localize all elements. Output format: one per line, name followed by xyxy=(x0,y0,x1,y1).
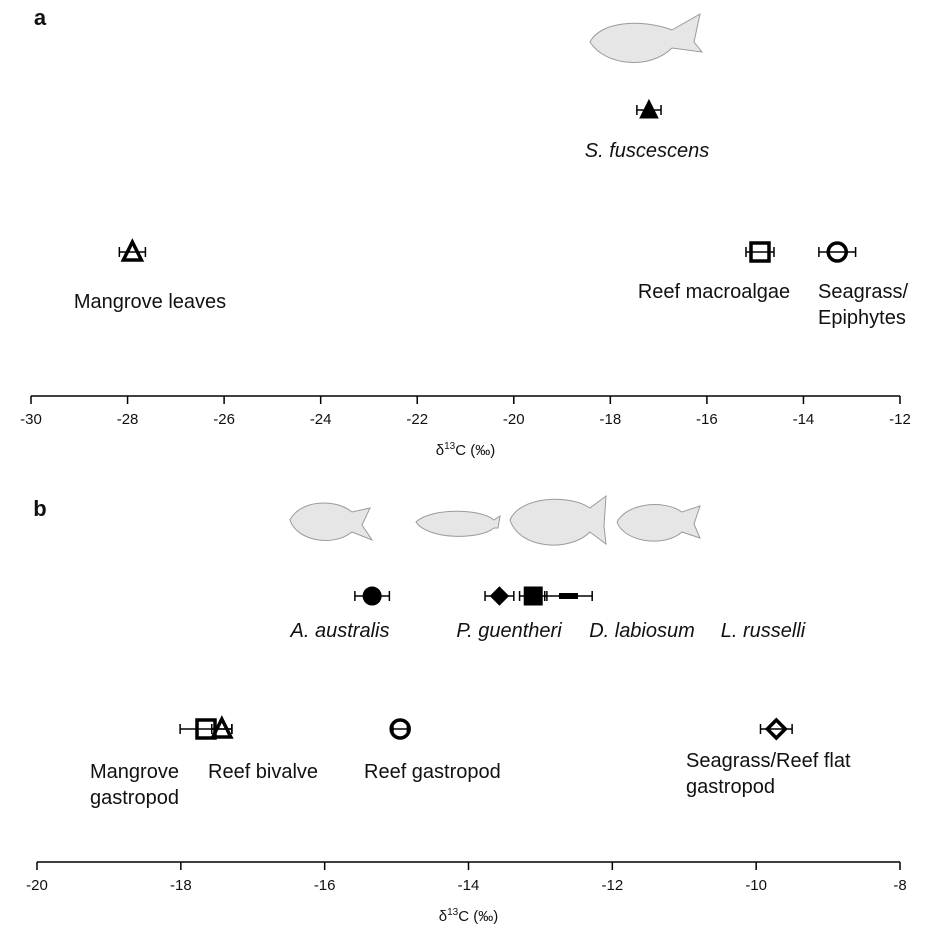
x-label-superscript: 13 xyxy=(444,441,456,452)
point-label: Seagrass/ xyxy=(818,281,908,303)
x-label-symbol: δ xyxy=(436,442,444,459)
x-label-symbol: δ xyxy=(439,908,447,925)
error-bar xyxy=(393,724,407,734)
panel-label: b xyxy=(33,496,46,521)
marker xyxy=(123,242,141,260)
marker xyxy=(363,587,381,605)
figure: a-30-28-26-24-22-20-18-16-14-12δ13C (‰)S… xyxy=(0,0,933,929)
point-label: D. labiosum xyxy=(589,620,695,642)
x-tick-label: -10 xyxy=(745,877,767,894)
x-label-rest: C (‰) xyxy=(455,442,495,459)
error-bar xyxy=(119,247,145,257)
marker xyxy=(490,587,508,605)
x-axis-label: δ13C (‰) xyxy=(436,441,495,459)
point-label: Mangrove leaves xyxy=(74,291,226,313)
point-label: gastropod xyxy=(686,776,775,798)
fish-illustration xyxy=(290,496,700,545)
x-tick-label: -20 xyxy=(503,411,525,428)
point-label: Seagrass/Reef flat xyxy=(686,750,851,772)
x-label-superscript: 13 xyxy=(447,907,459,918)
marker xyxy=(640,100,658,118)
x-label-rest: C (‰) xyxy=(458,908,498,925)
point-label: A. australis xyxy=(290,620,390,642)
x-tick-label: -28 xyxy=(117,411,139,428)
error-bar xyxy=(819,247,856,257)
x-tick-label: -20 xyxy=(26,877,48,894)
x-tick-label: -12 xyxy=(889,411,911,428)
x-tick-label: -14 xyxy=(458,877,480,894)
marker xyxy=(559,594,577,599)
x-tick-label: -8 xyxy=(893,877,906,894)
x-axis-label: δ13C (‰) xyxy=(439,907,498,925)
point-label: P. guentheri xyxy=(456,620,562,642)
point-label: Reef gastropod xyxy=(364,761,501,783)
point-label: Reef bivalve xyxy=(208,761,318,783)
x-tick-label: -22 xyxy=(406,411,428,428)
point-label: Epiphytes xyxy=(818,307,906,329)
x-tick-label: -30 xyxy=(20,411,42,428)
x-tick-label: -18 xyxy=(170,877,192,894)
x-tick-label: -16 xyxy=(696,411,718,428)
point-label: L. russelli xyxy=(721,620,806,642)
x-tick-label: -26 xyxy=(213,411,235,428)
x-tick-label: -24 xyxy=(310,411,332,428)
x-tick-label: -18 xyxy=(599,411,621,428)
point-label: Mangrove xyxy=(90,761,179,783)
x-tick-label: -14 xyxy=(793,411,815,428)
x-tick-label: -16 xyxy=(314,877,336,894)
point-label: gastropod xyxy=(90,787,179,809)
point-label: Reef macroalgae xyxy=(638,281,790,303)
x-tick-label: -12 xyxy=(601,877,623,894)
fish-illustration xyxy=(590,14,702,62)
point-label: S. fuscescens xyxy=(585,140,710,162)
panel-label: a xyxy=(34,5,47,30)
marker xyxy=(524,587,542,605)
